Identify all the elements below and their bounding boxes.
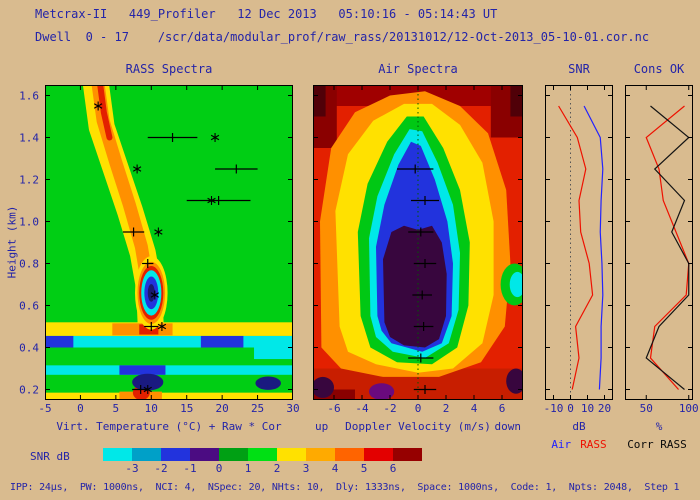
colorbar-tick-label: 2 (273, 462, 281, 475)
colorbar-tick-label: -3 (125, 462, 139, 475)
colorbar-segment (132, 448, 161, 461)
air-x-axis-label: Doppler Velocity (m/s) (345, 420, 491, 433)
header-title: Metcrax-II 449_Profiler 12 Dec 2013 05:1… (35, 7, 498, 21)
x-tick-label: -5 (38, 402, 52, 415)
cons-ok-panel: 50 100 % (625, 85, 699, 433)
colorbar-tick-label: 6 (389, 462, 397, 475)
snr-legend: Air RASS (541, 438, 617, 451)
x-tick-label: 20 (215, 402, 229, 415)
y-tick-label: 1.4 (19, 131, 39, 144)
x-tick-label: 10 (580, 402, 595, 415)
air-spectra-panel: -6 -4 -2 0 2 4 6 up Doppler Velocity (m/s) dow… (313, 85, 523, 433)
y-tick-label: 0.8 (19, 257, 39, 270)
cons-legend: Corr RASS (613, 438, 700, 451)
x-tick-label: 6 (498, 402, 506, 415)
colorbar-tick-label: 5 (360, 462, 368, 475)
legend-rass: RASS (580, 438, 607, 451)
colorbar-segment (219, 448, 248, 461)
colorbar-tick-label: -2 (154, 462, 168, 475)
x-tick-label: -2 (383, 402, 397, 415)
x-tick-label: 0 (414, 402, 422, 415)
colorbar-segment (103, 448, 132, 461)
colorbar-segments (103, 448, 422, 461)
colorbar-segment (277, 448, 306, 461)
radar-parameters: IPP: 24μs, PW: 1000ns, NCI: 4, NSpec: 20… (10, 482, 680, 493)
x-tick-label: -6 (327, 402, 341, 415)
x-tick-label: -4 (355, 402, 369, 415)
legend-air: Air (551, 438, 572, 451)
rass-spectra-title: RASS Spectra (125, 62, 213, 76)
y-tick-label: 0.6 (19, 299, 39, 312)
snr-x-axis-label: dB (572, 420, 586, 433)
x-tick-label: 25 (250, 402, 265, 415)
x-tick-label: 5 (112, 402, 120, 415)
colorbar-label: SNR dB (30, 450, 70, 463)
colorbar-segment (364, 448, 393, 461)
y-tick-label: 1.0 (19, 215, 39, 228)
colorbar-segment (190, 448, 219, 461)
cons-ok-title: Cons OK (633, 62, 685, 76)
colorbar-segment (335, 448, 364, 461)
colorbar-tick-label: 3 (302, 462, 310, 475)
cons-ok-plot (625, 85, 693, 400)
snr-title: SNR (568, 62, 590, 76)
colorbar-segment (161, 448, 190, 461)
colorbar-segment (306, 448, 335, 461)
y-tick-label: 0.2 (19, 383, 39, 396)
colorbar-ticklabels: -3 -2 -1 0 1 2 3 4 5 6 (103, 462, 423, 475)
air-x-tick-labels: -6 -4 -2 0 2 4 6 (313, 402, 523, 415)
snr-x-tick-labels: -10 0 10 20 (543, 402, 613, 415)
colorbar-segment (393, 448, 422, 461)
y-tick-label: 1.2 (19, 173, 39, 186)
x-tick-label: 0 (567, 402, 574, 415)
air-spectra-plot (313, 85, 523, 400)
rass-spectra-panel: 0.2 0.4 0.6 0.8 1.0 1.2 1.4 1.6 -5 0 5 10 15 20 25 30 … (19, 85, 300, 433)
x-tick-label: 15 (180, 402, 194, 415)
snr-plot (545, 85, 613, 400)
height-tick-labels: 0.2 0.4 0.6 0.8 1.0 1.2 1.4 1.6 (9, 85, 41, 400)
y-tick-label: 1.6 (19, 89, 39, 102)
rass-x-axis-label: Virt. Temperature (°C) + Raw * Cor (56, 420, 282, 433)
x-tick-label: 0 (77, 402, 84, 415)
x-tick-label: -10 (543, 402, 564, 415)
legend-corr-rass: Corr RASS (627, 438, 687, 451)
x-tick-label: 10 (144, 402, 158, 415)
x-tick-label: 30 (286, 402, 300, 415)
header-file-path: Dwell 0 - 17 /scr/data/modular_prof/raw_… (35, 30, 650, 44)
snr-panel: -10 0 10 20 dB (544, 85, 613, 433)
colorbar-tick-label: -1 (183, 462, 197, 475)
colorbar-tick-label: 1 (244, 462, 252, 475)
cons-x-tick-labels: 50 100 (625, 402, 699, 415)
x-tick-label: 50 (639, 402, 653, 415)
y-tick-label: 0.4 (19, 341, 39, 354)
air-spectra-title: Air Spectra (378, 62, 458, 76)
x-tick-label: 2 (442, 402, 450, 415)
x-tick-label: 4 (470, 402, 478, 415)
x-tick-label: 20 (597, 402, 612, 415)
up-label: up (315, 420, 329, 433)
cons-x-axis-label: % (655, 420, 663, 433)
colorbar-segment (248, 448, 277, 461)
colorbar-tick-label: 0 (215, 462, 223, 475)
colorbar-tick-label: 4 (331, 462, 339, 475)
down-label: down (494, 420, 522, 433)
rass-spectra-plot (45, 85, 293, 400)
rass-x-tick-labels: -5 0 5 10 15 20 25 30 (38, 402, 299, 415)
x-tick-label: 100 (678, 402, 699, 415)
